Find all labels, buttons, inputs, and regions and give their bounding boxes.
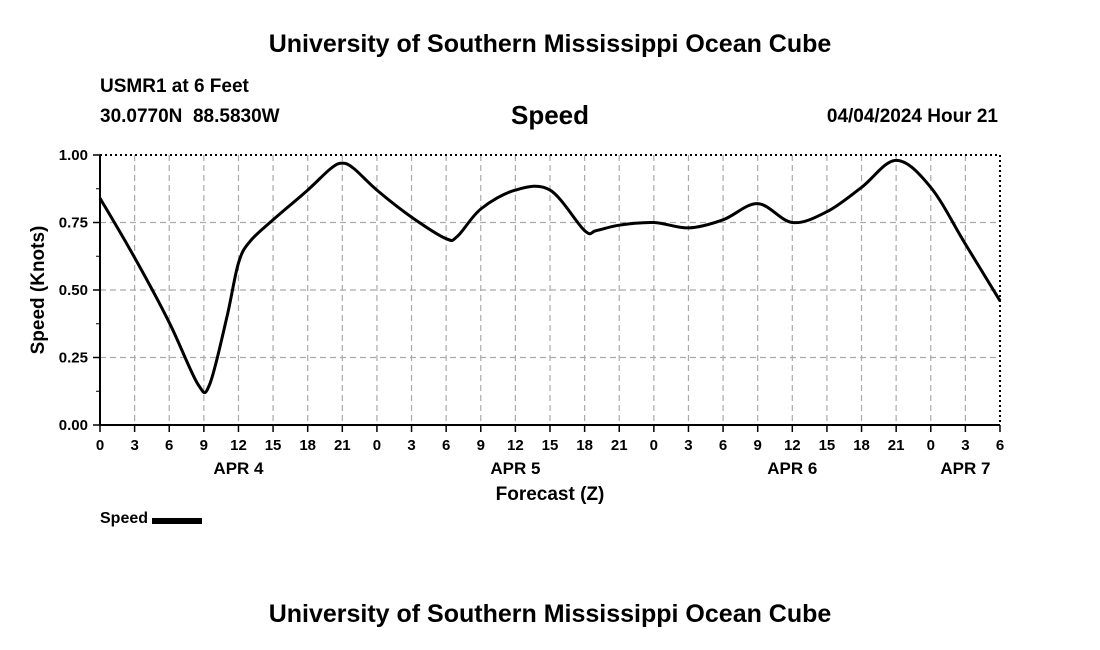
date-label: APR 5 <box>490 459 540 478</box>
x-axis-title: Forecast (Z) <box>496 484 605 505</box>
legend-swatch <box>152 517 203 524</box>
x-tick-label: 3 <box>961 437 969 454</box>
x-tick-label: 12 <box>230 437 247 454</box>
x-tick-label: 15 <box>265 437 282 454</box>
x-tick-label: 6 <box>996 437 1004 454</box>
x-tick-label: 3 <box>684 437 692 454</box>
coordinates-label: 30.0770N 88.5830W <box>100 106 280 127</box>
speed-series-line <box>98 158 1002 395</box>
x-tick-label: 9 <box>477 437 485 454</box>
footer-title: University of Southern Mississippi Ocean… <box>268 600 832 628</box>
date-label: APR 4 <box>213 459 264 478</box>
x-tick-label: 0 <box>927 437 935 454</box>
x-tick-label: 3 <box>130 437 138 454</box>
x-tick-label: 9 <box>754 437 762 454</box>
x-tick-label: 21 <box>334 437 351 454</box>
date-label: APR 6 <box>767 459 817 478</box>
x-tick-label: 18 <box>853 437 870 454</box>
x-tick-label: 15 <box>542 437 559 454</box>
chart-title: University of Southern Mississippi Ocean… <box>268 30 832 58</box>
x-tick-label: 0 <box>96 437 104 454</box>
forecast-timestamp: 04/04/2024 Hour 21 <box>826 106 998 127</box>
x-tick-label: 9 <box>200 437 208 454</box>
x-tick-label: 12 <box>784 437 801 454</box>
x-tick-label: 18 <box>576 437 593 454</box>
y-axis-title: Speed (Knots) <box>28 226 49 355</box>
x-tick-label: 21 <box>888 437 905 454</box>
x-tick-label: 6 <box>165 437 173 454</box>
chart-legend: Speed <box>100 510 203 528</box>
y-tick-label: 0.75 <box>59 215 88 232</box>
x-tick-label: 6 <box>442 437 450 454</box>
x-tick-label: 0 <box>373 437 381 454</box>
x-tick-label: 3 <box>407 437 415 454</box>
y-tick-label: 1.00 <box>59 147 88 164</box>
y-tick-label: 0.00 <box>59 417 88 434</box>
x-tick-label: 18 <box>299 437 316 454</box>
x-tick-label: 15 <box>819 437 836 454</box>
x-tick-label: 6 <box>719 437 727 454</box>
x-tick-label: 0 <box>650 437 658 454</box>
x-tick-label: 21 <box>611 437 628 454</box>
x-tick-label: 12 <box>507 437 524 454</box>
parameter-title: Speed <box>510 100 590 130</box>
station-label: USMR1 at 6 Feet <box>100 76 249 97</box>
y-tick-label: 0.25 <box>59 350 88 367</box>
y-tick-label: 0.50 <box>59 282 88 299</box>
legend-label: Speed <box>100 510 149 527</box>
date-label: APR 7 <box>940 459 990 478</box>
